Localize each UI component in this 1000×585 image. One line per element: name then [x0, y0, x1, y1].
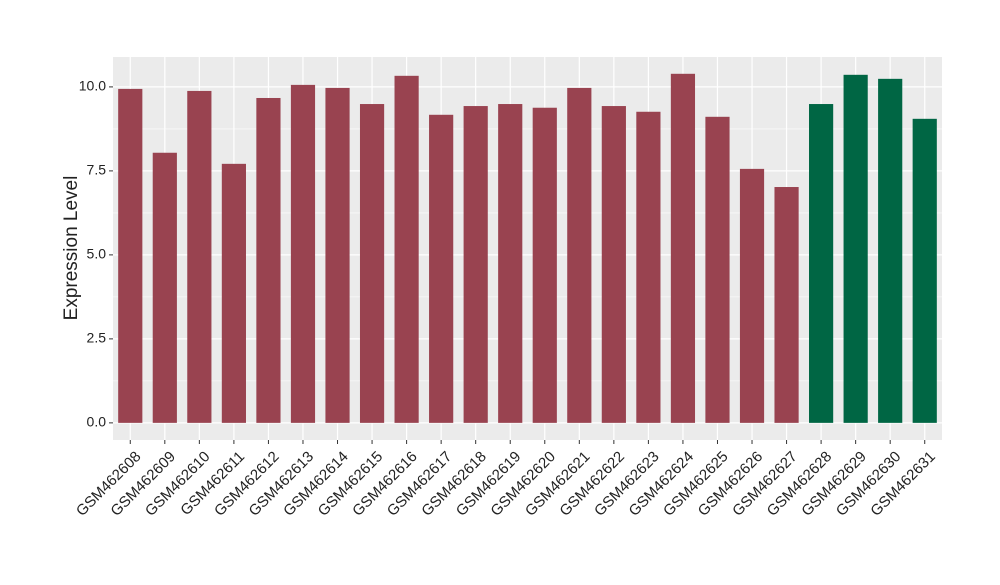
y-tick-label: 5.0 [87, 246, 107, 262]
bar [532, 107, 557, 423]
plot-panel [113, 57, 942, 440]
bar [774, 187, 799, 423]
bar [705, 116, 730, 423]
bar [498, 104, 523, 423]
y-tick-label: 7.5 [87, 162, 107, 178]
bar [187, 90, 212, 423]
bar [878, 78, 903, 423]
y-axis-title: Expression Level [61, 176, 82, 321]
bar [221, 163, 246, 423]
bar [739, 168, 765, 423]
y-tick-label: 0.0 [87, 414, 107, 430]
bar [359, 104, 385, 423]
bar [843, 74, 868, 423]
bar [118, 88, 143, 423]
bar [325, 87, 350, 423]
bar [601, 106, 626, 423]
y-tick-label: 2.5 [87, 330, 107, 346]
bar [670, 73, 696, 423]
bar [809, 104, 834, 423]
bar [394, 75, 419, 423]
y-tick-label: 10.0 [79, 78, 106, 94]
bar [912, 118, 937, 423]
bar [256, 97, 281, 423]
bar [429, 114, 454, 423]
bar [636, 111, 661, 423]
bar [290, 84, 316, 423]
bar [567, 87, 592, 423]
bar [463, 106, 488, 423]
bar [152, 152, 177, 423]
